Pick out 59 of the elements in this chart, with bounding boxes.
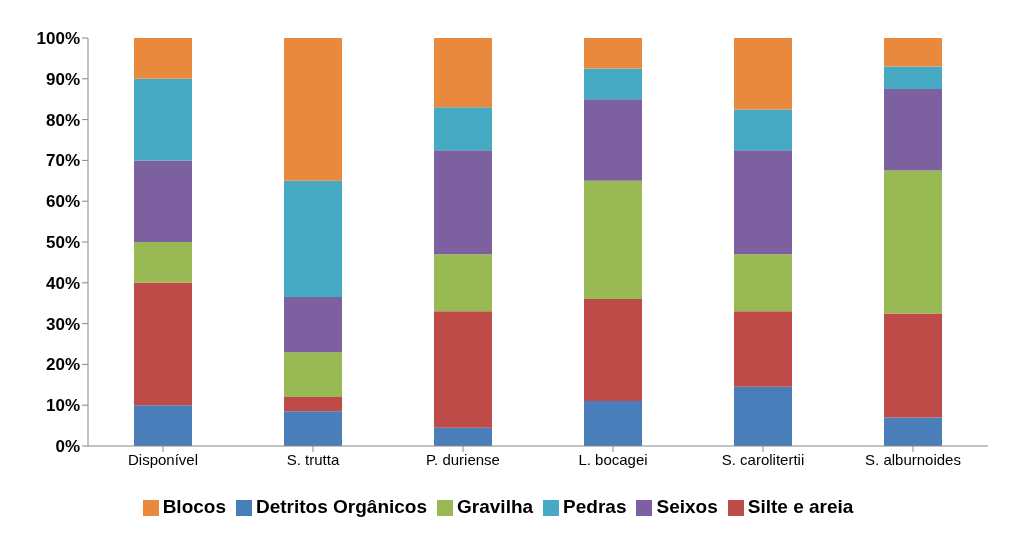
y-tick-label: 70% — [45, 151, 80, 171]
bar — [734, 254, 792, 312]
bar — [134, 405, 192, 446]
y-tick-label: 10% — [45, 396, 80, 416]
bar — [284, 352, 342, 398]
x-tick-label: L. bocagei — [578, 450, 648, 468]
y-tick-label: 60% — [45, 192, 80, 212]
bar — [734, 386, 792, 446]
bar — [284, 397, 342, 412]
x-tick-label: P. duriense — [426, 450, 500, 468]
y-tick-label: 40% — [45, 273, 80, 293]
bar — [584, 299, 642, 402]
bar — [584, 38, 642, 69]
x-tick-label: S. trutta — [286, 450, 340, 468]
bar — [134, 242, 192, 283]
y-tick-label: 100% — [36, 29, 80, 49]
bar — [884, 417, 942, 446]
x-tick-label: S. alburnoides — [865, 450, 961, 468]
bar — [434, 38, 492, 108]
bar — [734, 150, 792, 255]
bar — [134, 160, 192, 242]
y-tick-label: 20% — [45, 355, 80, 375]
bar — [734, 38, 792, 110]
y-tick-label: 0% — [55, 437, 80, 457]
bar — [434, 254, 492, 312]
bar — [584, 99, 642, 181]
bar — [434, 427, 492, 446]
y-tick-label: 50% — [45, 233, 80, 253]
x-tick-label: S. carolitertii — [721, 450, 805, 468]
bar — [584, 68, 642, 100]
legend-label: Gravilha — [457, 496, 534, 517]
bar — [884, 38, 942, 67]
bar — [134, 38, 192, 79]
legend-label: Seixos — [656, 496, 718, 517]
bar — [584, 401, 642, 446]
bar — [734, 311, 792, 387]
x-tick-label: Disponível — [127, 450, 199, 468]
y-tick-label: 80% — [45, 110, 80, 130]
bar — [434, 107, 492, 151]
bar — [884, 89, 942, 171]
legend-label: Silte e areia — [747, 496, 854, 517]
bar — [284, 411, 342, 446]
legend-label: Blocos — [162, 496, 226, 517]
y-tick-label: 30% — [45, 314, 80, 334]
bar — [284, 297, 342, 353]
bar — [584, 180, 642, 300]
legend-label: Pedras — [563, 496, 627, 517]
bar — [434, 311, 492, 428]
bar — [884, 66, 942, 89]
bar — [434, 150, 492, 255]
bar — [284, 38, 342, 181]
bar — [284, 180, 342, 298]
bar — [884, 313, 942, 418]
bar — [734, 109, 792, 151]
bar — [134, 78, 192, 161]
y-tick-label: 90% — [45, 69, 80, 89]
bar — [884, 170, 942, 314]
legend-label: Detritos Orgânicos — [256, 496, 428, 517]
bar — [134, 282, 192, 406]
